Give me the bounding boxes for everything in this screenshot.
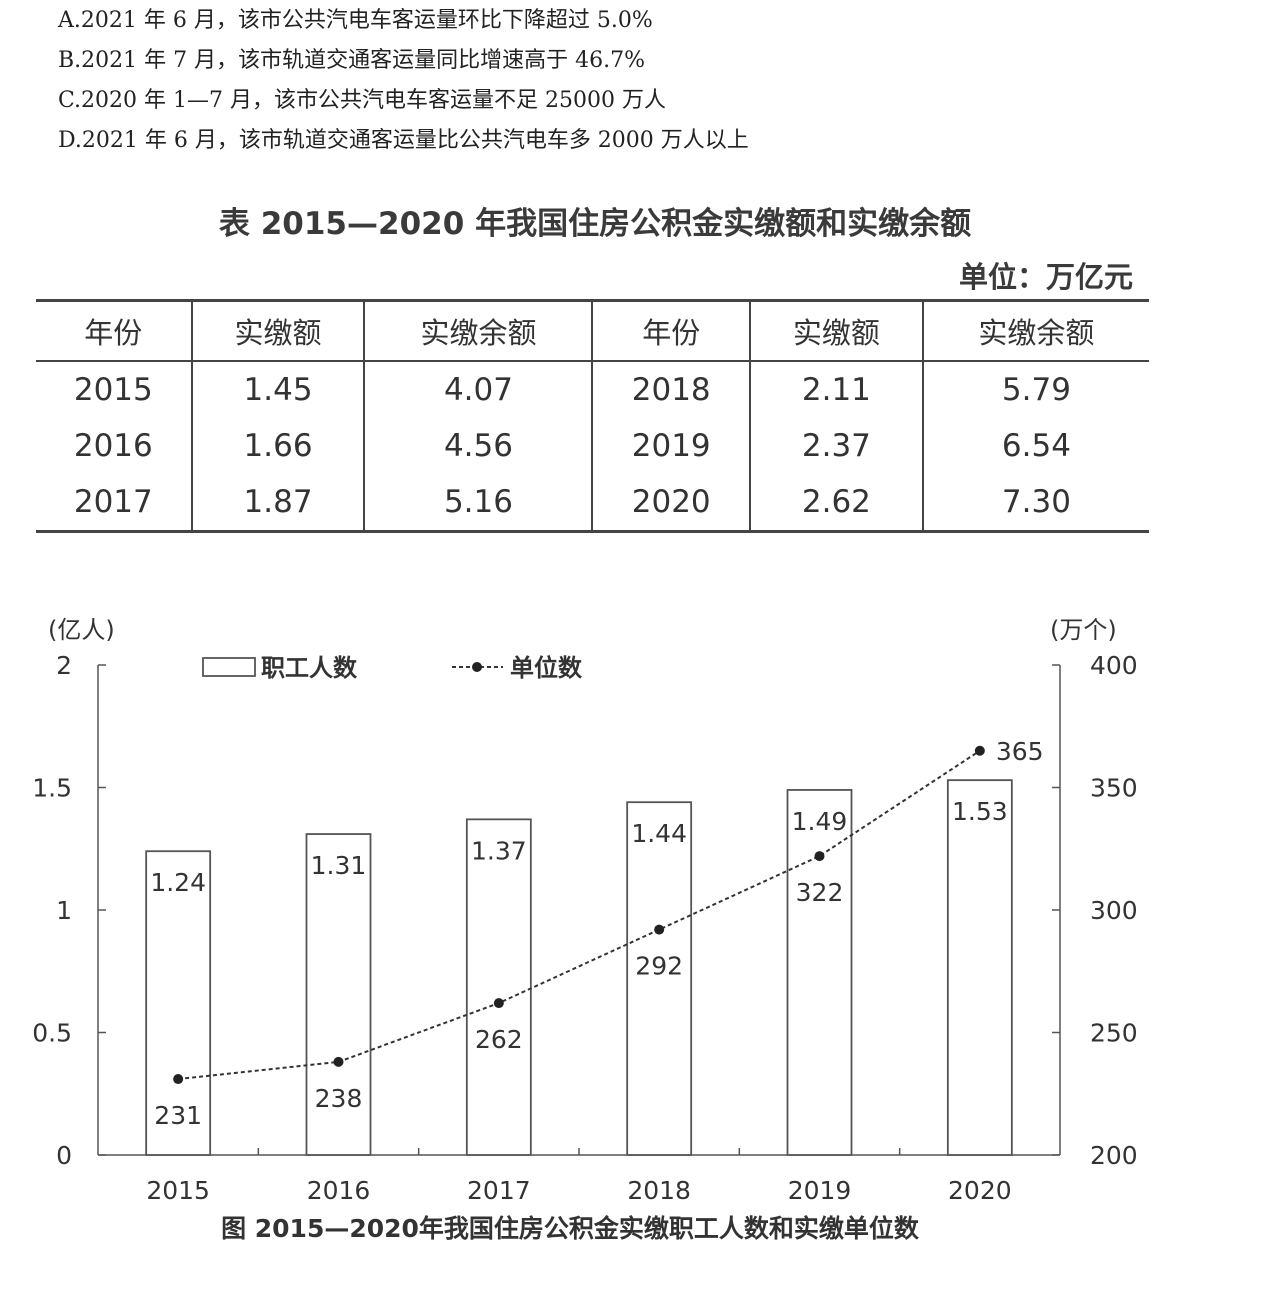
line-point — [974, 745, 985, 756]
table-cell: 2018 — [592, 361, 751, 418]
line-point — [333, 1056, 344, 1067]
table-row: 2015 1.45 4.07 2018 2.11 5.79 — [36, 361, 1149, 418]
combo-chart: 0 0.5 1 1.5 2 200 250 300 350 400 (亿人) (万个) 2015 2016… — [32, 616, 1138, 1243]
question-options: A.2021 年 6 月，该市公共汽电车客运量环比下降超过 5.0% B.202… — [58, 4, 749, 164]
line-value-label: 292 — [635, 952, 683, 981]
table-cell: 4.07 — [364, 361, 594, 418]
bar-value-label: 1.37 — [471, 836, 527, 865]
bar — [305, 833, 372, 1156]
right-tick-label: 300 — [1090, 896, 1138, 925]
table-title: 表 2015—2020 年我国住房公积金实缴额和实缴余额 — [218, 206, 972, 242]
line-point — [654, 924, 665, 935]
option-c: C.2020 年 1—7 月，该市公共汽电车客运量不足 25000 万人 — [58, 88, 666, 113]
header-balance: 实缴余额 — [922, 299, 1149, 362]
x-tick-label: 2020 — [948, 1176, 1012, 1205]
table-cell: 1.66 — [191, 418, 366, 474]
bar — [465, 818, 532, 1156]
table-cell: 6.54 — [1001, 428, 1071, 464]
bar-value-label: 1.31 — [311, 851, 367, 880]
table-cell: 2.37 — [749, 418, 924, 474]
right-tick-label: 350 — [1090, 774, 1138, 803]
right-tick-label: 200 — [1090, 1141, 1138, 1170]
table-cell: 7.30 — [922, 474, 1149, 533]
x-tick-label: 2017 — [467, 1176, 531, 1205]
bar — [626, 801, 693, 1156]
line-point — [814, 851, 825, 862]
line-value-label: 238 — [315, 1084, 363, 1113]
right-tick-label: 250 — [1090, 1019, 1138, 1048]
bar-value-label: 1.44 — [631, 819, 687, 848]
table-cell: 2016 — [36, 418, 193, 474]
right-axis-unit: (万个) — [1050, 616, 1117, 644]
right-tick-label: 400 — [1090, 651, 1138, 680]
table-cell: 2.62 — [749, 474, 924, 533]
x-tick-label: 2018 — [627, 1176, 691, 1205]
bar — [786, 789, 853, 1156]
option-d: D.2021 年 6 月，该市轨道交通客运量比公共汽电车多 2000 万人以上 — [58, 128, 749, 153]
option-b: B.2021 年 7 月，该市轨道交通客运量同比增速高于 46.7% — [58, 48, 646, 73]
header-balance: 实缴余额 — [364, 299, 594, 362]
chart-caption: 图 2015—2020年我国住房公积金实缴职工人数和实缴单位数 — [221, 1214, 920, 1243]
x-tick-label: 2015 — [146, 1176, 210, 1205]
table-row: 2017 1.87 5.16 2020 2.62 7.30 — [36, 474, 1149, 533]
line-value-label: 322 — [796, 878, 844, 907]
header-year: 年份 — [36, 299, 193, 362]
line-value-label: 365 — [996, 737, 1044, 766]
bar-value-label: 1.53 — [952, 797, 1008, 826]
line-value-label: 231 — [154, 1101, 202, 1130]
table-cell: 2020 — [592, 474, 751, 533]
table-row: 2016 1.66 4.56 2019 2.37 6.54 — [36, 418, 1149, 474]
legend-bar-swatch — [202, 657, 256, 677]
table-cell: 2.11 — [749, 361, 924, 418]
legend-line-marker — [472, 662, 482, 672]
x-tick-label: 2016 — [307, 1176, 371, 1205]
table-cell: 5.79 — [1001, 372, 1071, 408]
header-paid: 实缴额 — [749, 299, 924, 362]
table-cell: 2017 — [36, 474, 193, 533]
line-value-label: 262 — [475, 1025, 523, 1054]
legend-line-label: 单位数 — [510, 654, 583, 682]
table-cell: 4.56 — [364, 418, 594, 474]
header-paid: 实缴额 — [191, 299, 366, 362]
table-cell: 2015 — [36, 361, 193, 418]
table-cell: 1.45 — [191, 361, 366, 418]
left-axis-unit: (亿人) — [48, 616, 115, 644]
data-table: 年份 实缴额 实缴余额 年份 实缴额 实缴余额 2015 1.45 4.07 2… — [36, 299, 1149, 533]
left-tick-label: 0.5 — [32, 1019, 72, 1048]
header-year: 年份 — [592, 299, 751, 362]
line-series-path — [178, 749, 981, 1081]
table-cell: 5.16 — [364, 474, 594, 533]
table-header-row: 年份 实缴额 实缴余额 年份 实缴额 实缴余额 — [36, 299, 1149, 362]
bar-value-label: 1.49 — [792, 807, 848, 836]
left-tick-label: 1.5 — [32, 774, 72, 803]
line-point — [173, 1074, 184, 1085]
bar — [946, 779, 1013, 1156]
left-tick-label: 1 — [56, 896, 72, 925]
table-cell: 2019 — [592, 418, 751, 474]
bar-value-label: 1.24 — [150, 868, 206, 897]
x-tick-label: 2019 — [788, 1176, 852, 1205]
table-unit: 单位：万亿元 — [958, 260, 1133, 294]
table-cell: 1.87 — [191, 474, 366, 533]
bar — [145, 850, 212, 1156]
legend-bar-label: 职工人数 — [261, 654, 358, 682]
left-tick-label: 0 — [56, 1141, 72, 1170]
option-a: A.2021 年 6 月，该市公共汽电车客运量环比下降超过 5.0% — [58, 8, 653, 33]
left-tick-label: 2 — [56, 651, 72, 680]
line-point — [493, 998, 504, 1009]
